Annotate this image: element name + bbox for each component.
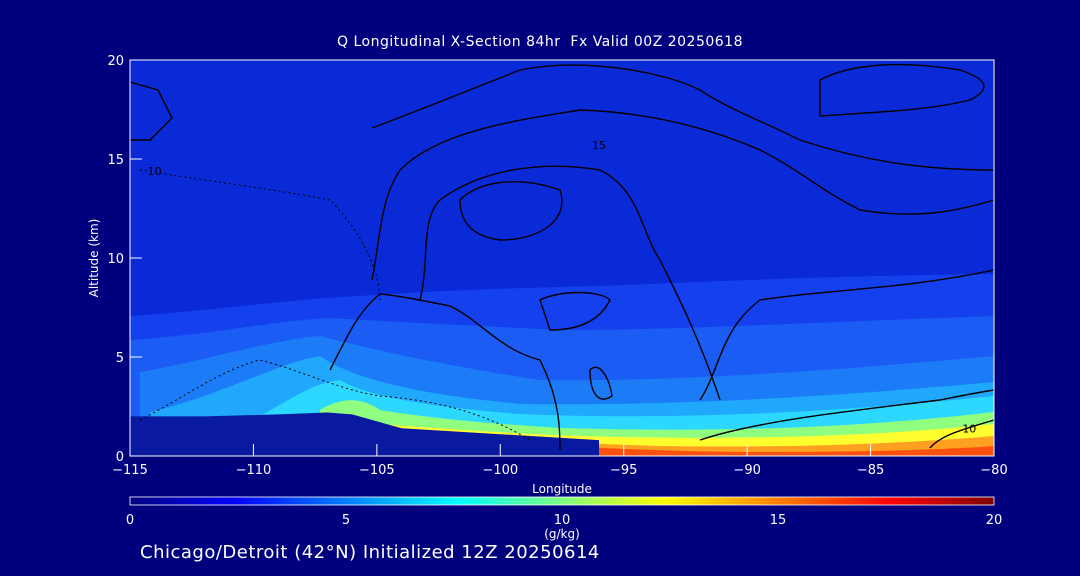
contour-line <box>539 291 611 331</box>
contour-line <box>371 109 994 281</box>
contour-line <box>929 419 994 449</box>
x-tick-label: −90 <box>733 463 760 478</box>
x-tick-label: −85 <box>857 463 884 478</box>
dashed-contours <box>139 169 531 441</box>
contour-line <box>699 389 994 441</box>
colorbar-tick-label: 10 <box>554 513 571 528</box>
y-tick-label: 0 <box>116 450 124 465</box>
x-tick-label: −100 <box>482 463 518 478</box>
x-tick-label: −80 <box>980 463 1007 478</box>
colorbar-tick-label: 15 <box>770 513 787 528</box>
dashed-contour <box>139 169 381 301</box>
dashed-contour <box>139 359 531 441</box>
y-tick-label: 15 <box>107 153 124 168</box>
contour-line <box>819 63 985 117</box>
contour-line <box>130 81 173 141</box>
y-axis-label: Altitude (km) <box>87 219 101 298</box>
colorbar-unit-label: (g/kg) <box>544 527 580 541</box>
contour-label: 10 <box>148 165 162 178</box>
chart-title: Q Longitudinal X-Section 84hr Fx Valid 0… <box>336 34 743 50</box>
colorbar-tick-label: 5 <box>342 513 350 528</box>
colorbar <box>129 496 995 506</box>
dry-surface-layer <box>130 412 600 456</box>
x-axis-label: Longitude <box>532 482 592 496</box>
contour-label: 15 <box>592 139 606 152</box>
moisture-field <box>130 60 994 456</box>
contour-line <box>459 181 563 241</box>
contour-line <box>371 64 994 171</box>
contour-line <box>589 366 613 400</box>
y-axis: 0 5 10 15 20 <box>107 54 142 465</box>
run-info-text: Chicago/Detroit (42°N) Initialized 12Z 2… <box>140 542 600 563</box>
contour-label: 10 <box>962 422 976 435</box>
x-tick-label: −115 <box>112 463 148 478</box>
x-tick-label: −95 <box>610 463 637 478</box>
colorbar-tick-label: 0 <box>126 513 134 528</box>
contour-line <box>419 165 721 401</box>
contour-line <box>699 269 994 401</box>
colorbar-ticks: 0 5 10 15 20 <box>126 513 1002 528</box>
contour-lines <box>130 63 994 451</box>
contour-labels: 10 15 10 <box>148 139 977 435</box>
q-band-9 <box>560 446 994 456</box>
contour-line <box>329 293 561 451</box>
y-tick-label: 20 <box>107 54 124 69</box>
x-axis: −115 −110 −105 −100 −95 −90 −85 −80 <box>112 444 1008 478</box>
colorbar-tick-label: 20 <box>986 513 1003 528</box>
y-tick-label: 5 <box>116 351 124 366</box>
x-tick-label: −110 <box>236 463 272 478</box>
x-tick-label: −105 <box>359 463 395 478</box>
y-tick-label: 10 <box>107 252 124 267</box>
